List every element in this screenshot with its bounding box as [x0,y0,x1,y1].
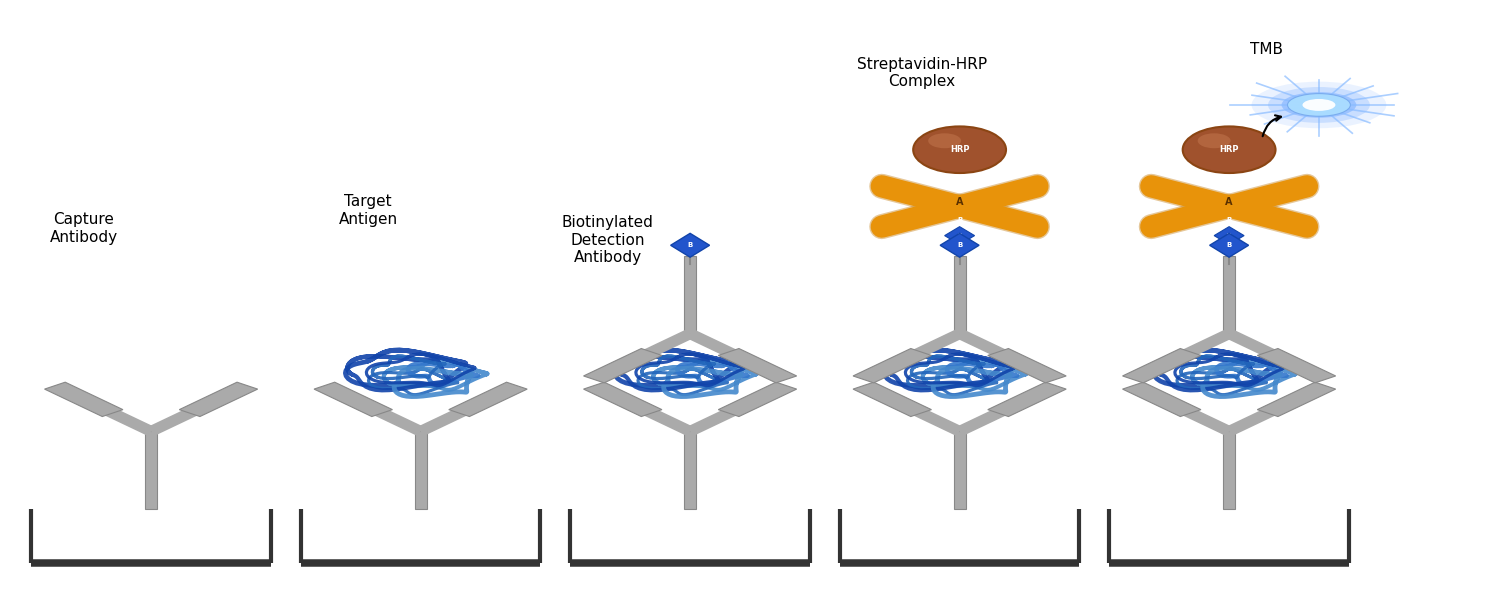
Text: HRP: HRP [1220,145,1239,154]
Polygon shape [853,382,932,416]
Polygon shape [584,382,662,416]
Polygon shape [718,349,797,383]
Polygon shape [1222,431,1234,509]
Ellipse shape [1281,92,1356,118]
Polygon shape [853,349,932,383]
Polygon shape [1122,349,1202,383]
Text: B: B [1227,242,1232,248]
Polygon shape [670,233,710,257]
Polygon shape [988,382,1066,416]
Ellipse shape [1268,87,1370,123]
Text: Biotinylated
Detection
Antibody: Biotinylated Detection Antibody [562,215,654,265]
Ellipse shape [928,133,962,148]
Polygon shape [1257,349,1335,383]
Polygon shape [1222,256,1234,334]
Text: A: A [956,197,963,206]
Polygon shape [1257,382,1335,416]
Text: Streptavidin-HRP
Complex: Streptavidin-HRP Complex [856,57,987,89]
Ellipse shape [1182,127,1275,173]
Polygon shape [954,256,966,334]
Polygon shape [945,227,975,245]
Text: B: B [1227,233,1232,238]
Text: B: B [957,233,962,238]
Polygon shape [718,382,797,416]
Polygon shape [414,431,426,509]
Text: TMB: TMB [1250,41,1282,56]
Polygon shape [1214,227,1243,245]
Polygon shape [45,382,123,416]
Ellipse shape [1287,94,1350,116]
Text: HRP: HRP [950,145,969,154]
Ellipse shape [914,127,1007,173]
Polygon shape [684,431,696,509]
Ellipse shape [1251,82,1386,128]
Text: B: B [957,242,962,248]
Polygon shape [1209,233,1248,257]
Polygon shape [988,349,1066,383]
Text: B: B [687,242,693,248]
Text: Target
Antigen: Target Antigen [339,194,398,227]
Polygon shape [180,382,258,416]
Ellipse shape [1197,133,1230,148]
Polygon shape [146,431,158,509]
Polygon shape [954,431,966,509]
Polygon shape [584,349,662,383]
Polygon shape [314,382,393,416]
Text: A: A [1226,197,1233,206]
Polygon shape [940,233,980,257]
Polygon shape [684,256,696,334]
Polygon shape [1122,382,1202,416]
Text: B: B [957,217,962,223]
Polygon shape [448,382,526,416]
Text: Capture
Antibody: Capture Antibody [50,212,118,245]
Text: B: B [1227,217,1232,223]
Ellipse shape [1302,99,1335,111]
